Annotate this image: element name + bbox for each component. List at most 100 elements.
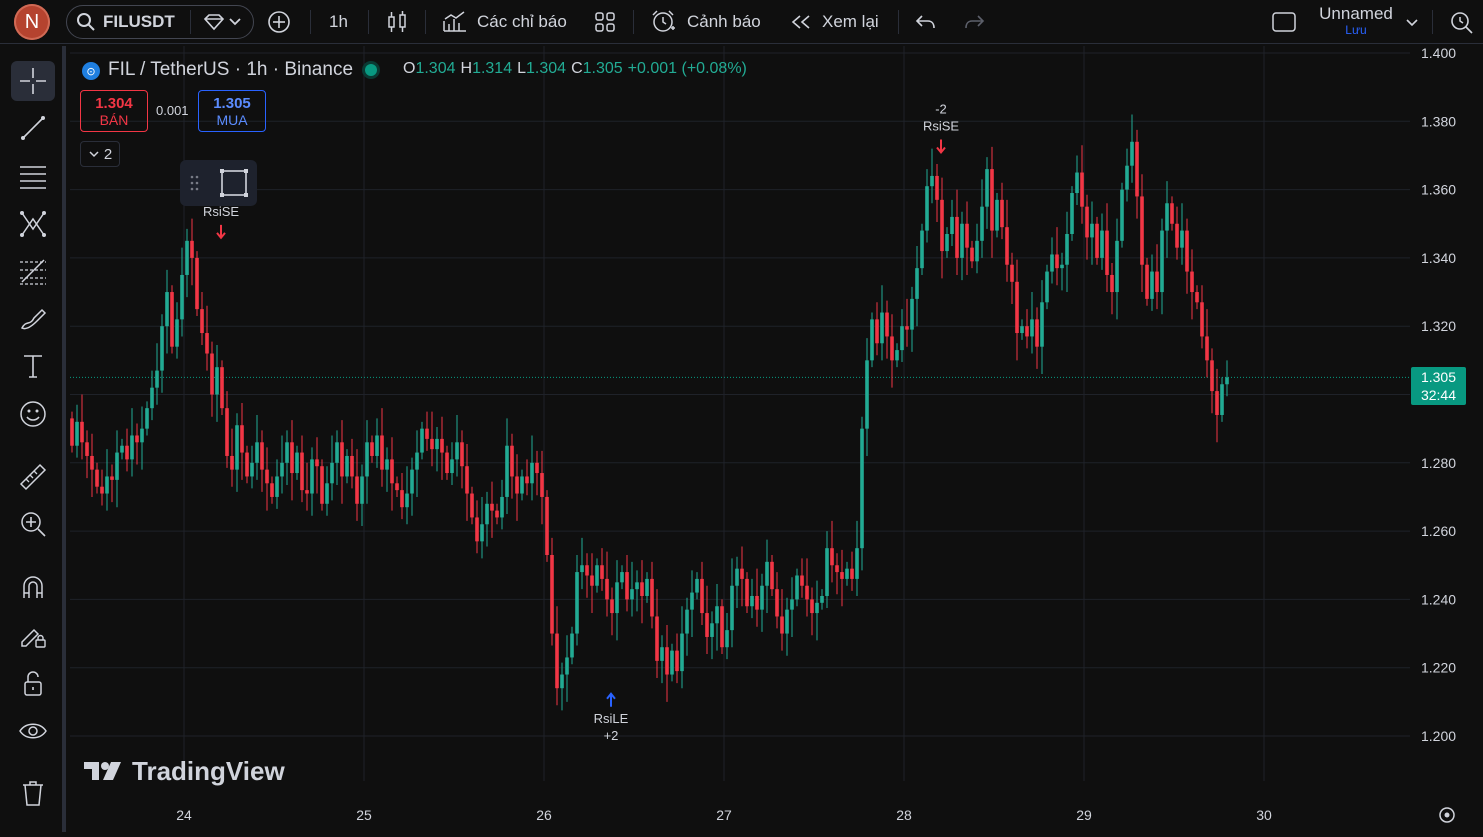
undo-icon[interactable]	[914, 6, 938, 38]
candle	[475, 500, 479, 554]
candle	[775, 572, 779, 629]
interval-button[interactable]: 1h	[329, 12, 348, 31]
symbol-label[interactable]: FILUSDT	[103, 12, 175, 31]
time-tick-label: 30	[1256, 807, 1272, 823]
candle	[1130, 114, 1134, 183]
lock-pencil-icon[interactable]	[11, 615, 55, 655]
candle	[155, 343, 159, 405]
add-symbol-icon[interactable]	[267, 6, 291, 38]
brush-icon[interactable]	[11, 299, 55, 339]
unlock-icon[interactable]	[11, 663, 55, 703]
candle	[1005, 199, 1009, 282]
price-tick-label: 1.400	[1421, 46, 1456, 61]
sell-button[interactable]: 1.304 BÁN	[80, 90, 148, 132]
candle	[390, 437, 394, 511]
candle	[235, 413, 239, 492]
zoom-in-icon[interactable]	[11, 504, 55, 544]
candle	[765, 539, 769, 614]
candle	[515, 454, 519, 521]
rectangle-select-icon[interactable]	[220, 169, 248, 197]
symbol-search[interactable]	[66, 5, 254, 39]
candle	[850, 551, 854, 591]
candle	[490, 481, 494, 538]
candle	[870, 312, 874, 368]
candle	[470, 486, 474, 525]
diamond-icon[interactable]	[202, 6, 244, 38]
candle	[865, 338, 869, 456]
buy-button[interactable]: 1.305 MUA	[198, 90, 266, 132]
candle	[465, 444, 469, 521]
candle	[165, 269, 169, 354]
candle	[260, 430, 264, 492]
candle	[460, 430, 464, 489]
layout-name[interactable]: Unnamed Lưu	[1319, 4, 1393, 38]
candle	[770, 555, 774, 596]
candle	[1035, 307, 1039, 369]
candle	[1190, 249, 1194, 320]
candle	[950, 199, 954, 246]
chart-area[interactable]: -2 RsiSE RsiLE +2 -2 RsiSE 1.200 1.220 1.240 1.2…	[70, 45, 1483, 832]
alert-button[interactable]: Cảnh báo	[651, 6, 761, 38]
time-axis[interactable]: 24 25 26 27 28 29 30	[176, 807, 1272, 823]
rewind-icon	[791, 15, 810, 29]
trend-line-icon[interactable]	[11, 108, 55, 148]
candle	[555, 606, 559, 706]
drag-handle-icon[interactable]	[190, 175, 199, 191]
candle	[525, 459, 529, 496]
candle	[255, 414, 259, 480]
crosshair-icon[interactable]	[11, 61, 55, 101]
eye-icon[interactable]	[11, 711, 55, 751]
sell-arrow-icon	[216, 224, 226, 240]
search-icon[interactable]	[76, 6, 96, 38]
layout-checkbox-icon[interactable]	[1271, 6, 1297, 38]
indicators-collapse-button[interactable]: 2	[80, 141, 120, 167]
candle	[200, 292, 204, 345]
replay-button[interactable]: Xem lại	[789, 6, 879, 38]
candle	[720, 599, 724, 655]
candle	[970, 240, 974, 269]
indicators-button[interactable]: Các chỉ báo	[442, 6, 567, 38]
quick-search-icon[interactable]	[1448, 6, 1476, 38]
text-icon[interactable]	[11, 346, 55, 386]
candle	[610, 587, 614, 636]
magnet-icon[interactable]	[11, 567, 55, 607]
layout-grid-icon[interactable]	[593, 6, 617, 38]
user-avatar[interactable]: N	[14, 4, 50, 40]
trash-icon[interactable]	[11, 773, 55, 813]
redo-icon[interactable]	[962, 6, 986, 38]
candle	[1175, 206, 1179, 260]
price-axis[interactable]: 1.2001.2201.2401.2601.2801.3001.3201.340…	[1421, 45, 1456, 744]
candle	[505, 418, 509, 515]
emoji-icon[interactable]	[11, 394, 55, 434]
candle	[605, 551, 609, 617]
chevron-down-icon[interactable]	[1404, 6, 1420, 38]
candle	[665, 625, 669, 702]
candle	[875, 302, 879, 356]
candle	[795, 568, 799, 607]
candle	[415, 430, 419, 497]
pattern-icon[interactable]	[11, 204, 55, 244]
candle	[675, 633, 679, 684]
tradingview-logo[interactable]: TradingView	[84, 756, 285, 786]
candle	[780, 589, 784, 651]
candle-type-icon[interactable]	[386, 6, 408, 38]
candle	[760, 573, 764, 632]
buy-arrow-icon	[606, 692, 616, 707]
candle	[335, 430, 339, 485]
price-chart[interactable]: -2 RsiSE RsiLE +2 -2 RsiSE 1.200 1.220 1.240 1.2…	[70, 45, 1483, 832]
axis-settings-icon[interactable]	[1439, 807, 1455, 823]
symbol-title[interactable]: FIL / TetherUS · 1h · Binance	[108, 59, 354, 80]
candle	[650, 561, 654, 629]
candle	[285, 430, 289, 485]
candle	[1125, 148, 1129, 202]
candle	[595, 558, 599, 593]
candle	[1120, 182, 1124, 248]
candle	[1220, 377, 1224, 422]
candle	[880, 285, 884, 361]
candle	[120, 438, 124, 460]
ruler-icon[interactable]	[11, 457, 55, 497]
candle	[935, 163, 939, 223]
horizontal-lines-icon[interactable]	[11, 156, 55, 196]
candle	[685, 597, 689, 656]
fib-levels-icon[interactable]	[11, 251, 55, 291]
